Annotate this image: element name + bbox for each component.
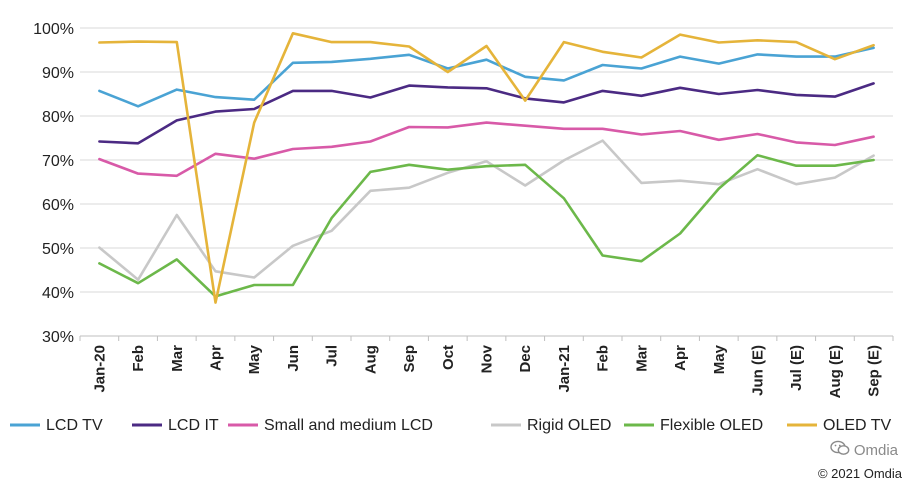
x-tick-label: Jul <box>324 345 341 367</box>
legend: LCD TV LCD IT Small and medium LCD Rigid OL… <box>10 417 892 434</box>
x-tick-label: Jun <box>285 345 302 372</box>
legend-label: Rigid OLED <box>527 417 611 434</box>
x-axis <box>79 335 894 341</box>
x-tick-label: May <box>711 344 728 374</box>
copyright-text: © 2021 Omdia <box>817 466 902 481</box>
y-tick-label: 90% <box>42 65 74 82</box>
series-line-rigid-oled <box>98 139 875 282</box>
x-tick-label: Nov <box>479 344 496 373</box>
x-tick-label: Aug (E) <box>827 345 844 398</box>
x-tick-label: Sep <box>401 345 418 373</box>
y-axis-ticks: 30% 40% 50% 60% 70% 80% 90% 100% <box>33 21 74 346</box>
legend-label: LCD IT <box>168 417 219 434</box>
x-tick-label: Apr <box>672 345 689 371</box>
series-line-lcd-it <box>98 82 875 145</box>
x-tick-label: Apr <box>208 345 225 371</box>
series-line-oled-tv <box>98 31 875 304</box>
x-axis-ticks: Jan-20 Feb Mar Apr May Jun Jul Aug Sep Oct Nov Dec J… <box>91 344 882 398</box>
x-tick-label: Mar <box>633 345 650 372</box>
watermark-text: Omdia <box>853 441 898 459</box>
legend-label: LCD TV <box>46 417 103 434</box>
x-tick-label: Feb <box>595 345 612 372</box>
watermark: Omdia <box>830 440 898 460</box>
gridlines <box>80 27 893 293</box>
y-tick-label: 80% <box>42 109 74 126</box>
x-tick-label: Jul (E) <box>788 345 805 391</box>
x-tick-label: Feb <box>130 345 147 372</box>
series-line-lcd-tv <box>98 46 875 108</box>
legend-label: OLED TV <box>823 417 892 434</box>
y-tick-label: 50% <box>42 241 74 258</box>
y-tick-label: 40% <box>42 285 74 302</box>
x-tick-label: Jan-20 <box>91 345 108 393</box>
x-tick-label: May <box>246 344 263 374</box>
x-tick-label: Jun (E) <box>750 345 767 396</box>
y-tick-label: 30% <box>42 329 74 346</box>
legend-label: Flexible OLED <box>660 417 763 434</box>
wechat-icon <box>830 440 850 460</box>
y-tick-label: 60% <box>42 197 74 214</box>
x-tick-label: Jan-21 <box>556 345 573 393</box>
series-line-small-and-medium-lcd <box>98 121 875 178</box>
y-tick-label: 100% <box>33 21 74 38</box>
series-lines <box>98 31 875 304</box>
y-tick-label: 70% <box>42 153 74 170</box>
series-line-flexible-oled <box>98 153 875 298</box>
x-tick-label: Oct <box>440 345 457 370</box>
x-tick-label: Aug <box>362 345 379 374</box>
x-tick-label: Dec <box>517 345 534 373</box>
x-tick-label: Sep (E) <box>866 345 883 397</box>
x-tick-label: Mar <box>169 345 186 372</box>
legend-label: Small and medium LCD <box>264 417 433 434</box>
